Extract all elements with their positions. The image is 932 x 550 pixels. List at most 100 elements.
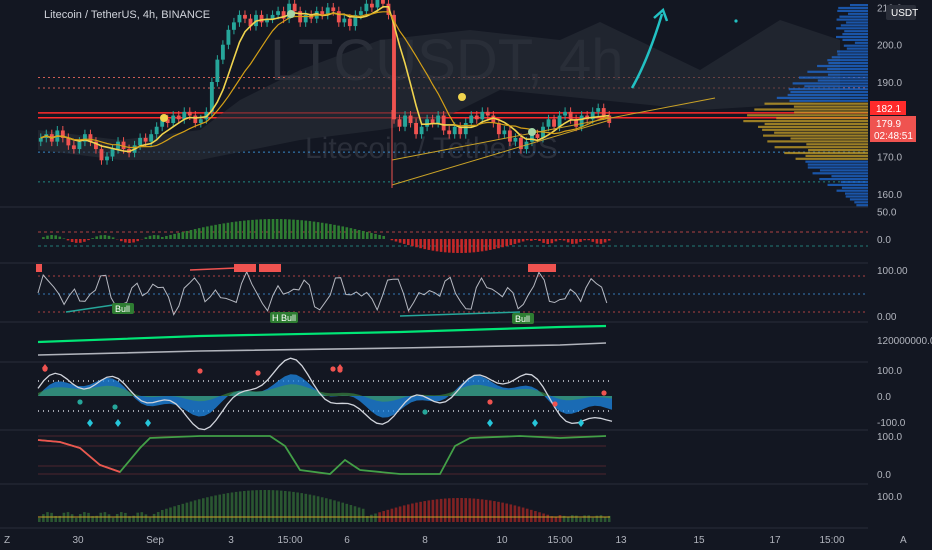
volume-bar [542, 513, 545, 522]
momentum-bar [460, 239, 463, 253]
volume-bar [361, 508, 365, 522]
momentum-bar [288, 219, 291, 239]
volume-profile-bar [831, 56, 868, 59]
volume-bar [292, 491, 295, 522]
zoom-toggle[interactable]: Z [4, 535, 10, 546]
candle-body [430, 119, 435, 123]
volume-profile-bar [838, 6, 868, 10]
volume-bar [189, 501, 193, 522]
momentum-bar [148, 235, 152, 239]
momentum-bar [312, 221, 316, 239]
price-axis[interactable] [868, 0, 932, 550]
momentum-bar [554, 239, 558, 242]
volume-bar [509, 504, 513, 522]
x-tick-label: 15:00 [277, 535, 302, 546]
candle-body [452, 126, 457, 135]
auto-scale-toggle[interactable]: A [900, 535, 907, 546]
momentum-bar [571, 239, 574, 244]
volume-trend-pane [37, 324, 607, 356]
volume-profile-bar [844, 192, 868, 195]
volume-profile-bar [807, 70, 868, 73]
volume-bar [222, 493, 226, 522]
currency-tag[interactable]: USDT [886, 5, 918, 20]
momentum-bar [42, 237, 45, 239]
volume-bar [304, 493, 308, 522]
momentum-bar [263, 219, 267, 239]
candle-body [502, 130, 507, 135]
momentum-bar [357, 229, 361, 239]
candle-body [474, 115, 479, 120]
y-tick-label: 0.0 [877, 392, 891, 403]
candle-body [579, 115, 584, 127]
candle-body [215, 59, 220, 82]
volume-bar [95, 515, 98, 522]
candle-body [276, 11, 281, 15]
bear-tag [234, 264, 256, 272]
candle-body [94, 141, 98, 150]
volume-bar [263, 490, 267, 522]
momentum-bar [333, 224, 336, 239]
volume-profile-bar [767, 140, 868, 143]
volume-bar [562, 515, 566, 522]
bear-tag [36, 264, 42, 272]
volume-bar [329, 499, 332, 522]
candle-body [176, 115, 181, 120]
candle-body [336, 11, 341, 23]
moving-average-line [40, 11, 610, 149]
volume-profile-bar [776, 117, 868, 120]
wavetrend-signal-dot [422, 409, 428, 415]
momentum-bar [345, 227, 349, 239]
volume-profile-bar [850, 4, 868, 7]
x-tick-label: 13 [615, 535, 627, 546]
signal-dot [287, 10, 295, 18]
volume-bar [251, 490, 254, 522]
candle-body [38, 137, 43, 142]
diamond-marker [578, 419, 584, 427]
candle-body [243, 14, 247, 19]
volume-profile-bar [790, 91, 868, 94]
volume-bar [566, 517, 570, 522]
candle-body [220, 44, 225, 60]
volume-bar [234, 491, 238, 522]
momentum-bar [144, 237, 148, 239]
volume-profile-bar [849, 198, 868, 201]
volume-bar [419, 501, 422, 522]
momentum-bar [58, 236, 62, 239]
volume-profile-bar [842, 38, 868, 41]
volume-profile-bar [764, 122, 868, 126]
candle-body [353, 14, 358, 27]
momentum-bar [525, 239, 529, 241]
diamond-marker [337, 364, 343, 372]
momentum-bar [103, 235, 107, 239]
volume-bar [468, 498, 472, 522]
momentum-bar [185, 230, 189, 239]
candle-body [392, 14, 396, 120]
momentum-bar [341, 226, 344, 239]
momentum-bar [99, 235, 103, 239]
candle-body [607, 115, 612, 123]
momentum-bar [349, 228, 353, 239]
volume-bar [247, 490, 250, 522]
hidden-bull-tag-label: H Bull [272, 313, 296, 323]
candle-body [347, 18, 352, 27]
candle-body [165, 119, 170, 123]
x-tick-label: Sep [146, 535, 164, 546]
momentum-bar [607, 239, 611, 241]
volume-bar [173, 506, 176, 522]
volume-bar [353, 506, 357, 522]
volume-bar [349, 505, 353, 522]
momentum-bar [177, 232, 180, 239]
momentum-bar [136, 239, 139, 242]
momentum-bar [517, 239, 521, 243]
volume-bar [423, 501, 426, 522]
bull-tag: Bull [512, 313, 534, 324]
volume-bar [259, 490, 262, 522]
volume-profile-bar [790, 137, 868, 140]
momentum-bar [259, 219, 262, 239]
time-axis[interactable] [0, 528, 932, 550]
candle-body [519, 137, 523, 150]
candle-body [358, 11, 363, 15]
momentum-bar [234, 221, 238, 239]
volume-bar [58, 515, 62, 522]
